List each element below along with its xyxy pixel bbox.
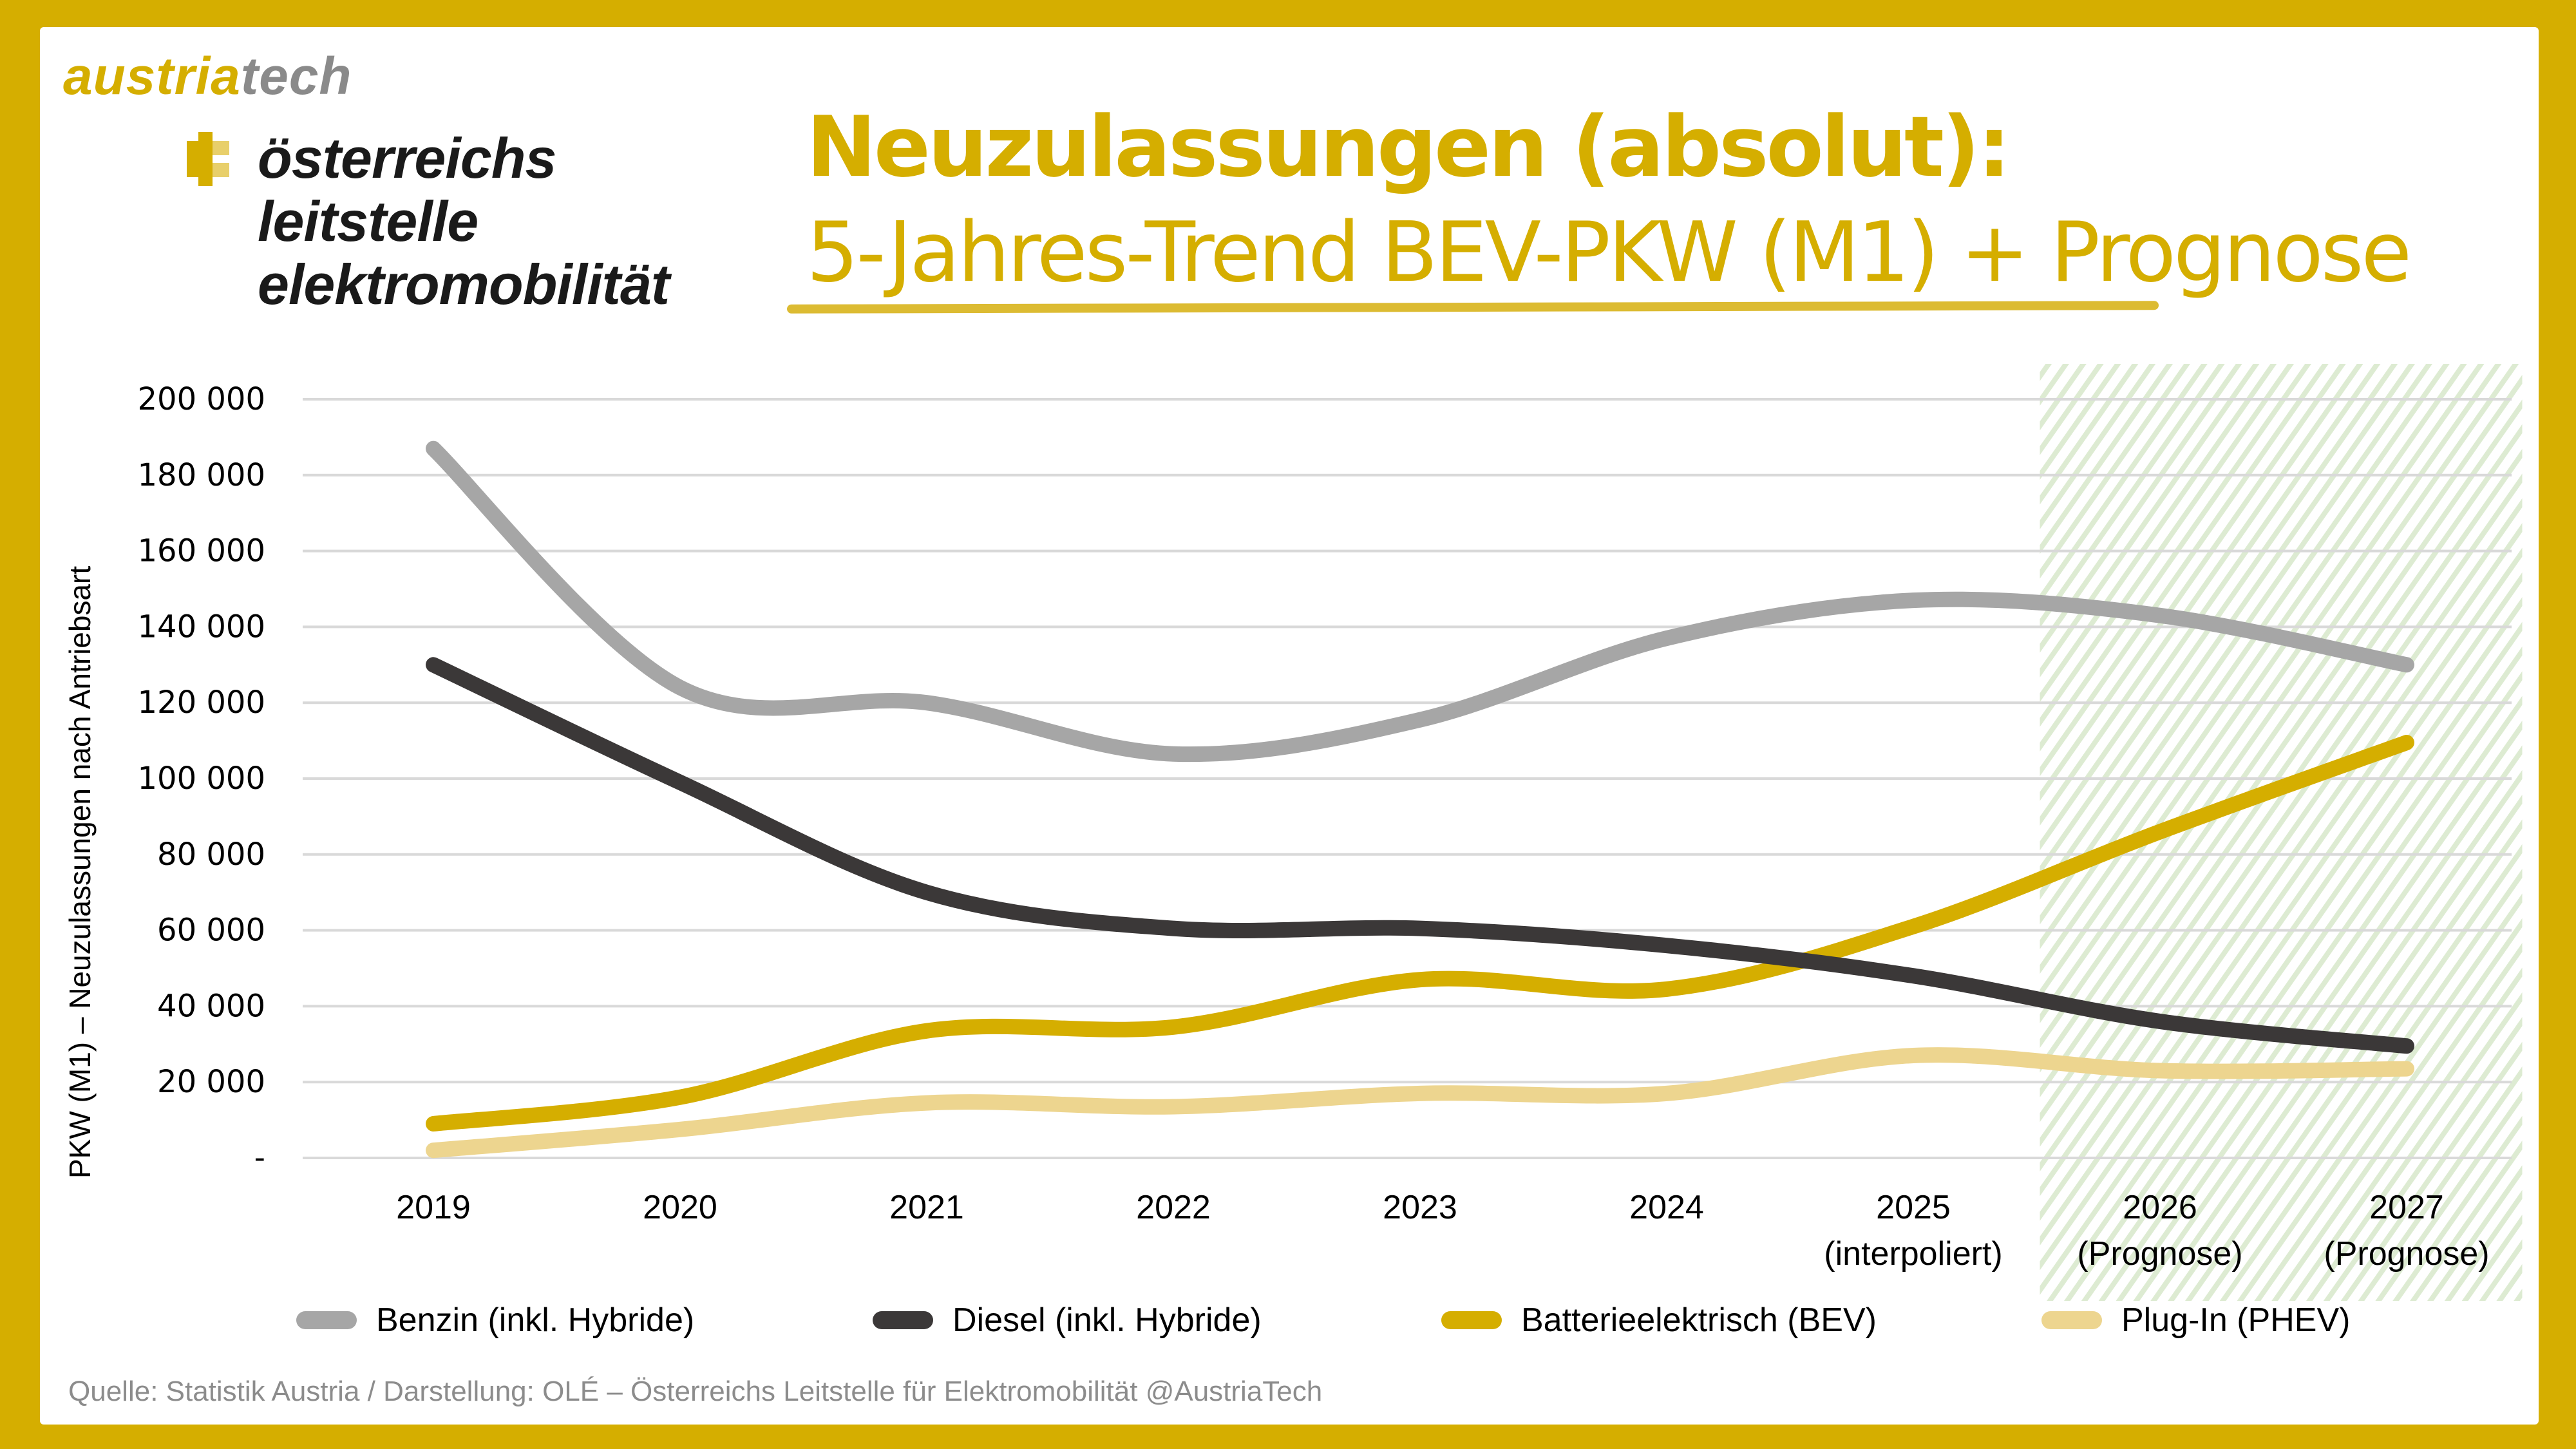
ole-wordmark: österreichs leitstelle elektromobilität — [258, 126, 670, 316]
legend-swatch-diesel — [873, 1311, 933, 1329]
y-tick-label: 160 000 — [138, 533, 266, 569]
frame-decoration — [2554, 27, 2563, 1379]
austriatech-logo: austriatech — [63, 46, 352, 107]
x-tick-label: 2027 — [2369, 1189, 2444, 1226]
source-note: Quelle: Statistik Austria / Darstellung:… — [68, 1376, 1323, 1407]
legend-swatch-phev — [2041, 1311, 2102, 1329]
x-tick-label: 2021 — [889, 1189, 964, 1226]
x-tick-label: 2026 — [2123, 1189, 2197, 1226]
ole-line-1: österreichs — [258, 126, 556, 190]
x-tick-label: 2023 — [1383, 1189, 1457, 1226]
x-tick-label: 2022 — [1136, 1189, 1211, 1226]
ole-line-2: leitstelle — [258, 189, 478, 253]
ole-line-3: elektromobilität — [258, 252, 670, 316]
x-tick-label: 2019 — [396, 1189, 471, 1226]
y-tick-label: 40 000 — [157, 988, 265, 1024]
y-tick-label: 120 000 — [138, 685, 266, 721]
x-tick-label: 2025 — [1876, 1189, 1951, 1226]
x-tick-label: (Prognose) — [2324, 1235, 2489, 1273]
y-tick-label: 100 000 — [138, 761, 266, 797]
legend-swatch-benzin — [296, 1311, 357, 1329]
y-tick-label: - — [254, 1140, 265, 1176]
series-line-batterieelektrisch — [426, 735, 2414, 1132]
legend-item-diesel: Diesel (inkl. Hybride) — [873, 1301, 1262, 1340]
legend-label-diesel: Diesel (inkl. Hybride) — [952, 1302, 1262, 1339]
y-tick-label: 140 000 — [138, 609, 266, 645]
legend-label-phev: Plug-In (PHEV) — [2121, 1302, 2351, 1339]
y-tick-label: 20 000 — [157, 1064, 265, 1100]
x-tick-label: (Prognose) — [2077, 1235, 2242, 1273]
y-tick-label: 80 000 — [157, 837, 265, 873]
series-line-diesel — [426, 657, 2414, 1054]
x-tick-label: 2024 — [1629, 1189, 1704, 1226]
legend: Benzin (inkl. Hybride) Diesel (inkl. Hyb… — [0, 1301, 2576, 1340]
page-subtitle: 5-Jahres-Trend BEV-PKW (M1) + Prognose — [806, 205, 2412, 301]
x-tick-label: 2020 — [643, 1189, 717, 1226]
legend-item-benzin: Benzin (inkl. Hybride) — [296, 1301, 694, 1340]
logo-austria-text: austria — [63, 47, 241, 106]
y-tick-label: 180 000 — [138, 457, 266, 493]
legend-item-bev: Batterieelektrisch (BEV) — [1441, 1301, 1877, 1340]
plug-plus-icon — [187, 132, 229, 186]
forecast-region — [2040, 364, 2523, 1301]
series-line-benzin — [426, 440, 2414, 762]
x-tick-label: (interpoliert) — [1824, 1235, 2002, 1273]
y-axis-label: PKW (M1) – Neuzulassungen nach Antriebsa… — [63, 566, 97, 1179]
legend-swatch-bev — [1441, 1311, 1502, 1329]
y-tick-label: 200 000 — [138, 381, 266, 417]
legend-label-bev: Batterieelektrisch (BEV) — [1521, 1302, 1877, 1339]
legend-label-benzin: Benzin (inkl. Hybride) — [376, 1302, 695, 1339]
legend-item-phev: Plug-In (PHEV) — [2041, 1301, 2350, 1340]
page-title: Neuzulassungen (absolut): — [806, 98, 2011, 196]
y-tick-label: 60 000 — [157, 913, 265, 949]
logo-tech-text: tech — [240, 47, 352, 106]
